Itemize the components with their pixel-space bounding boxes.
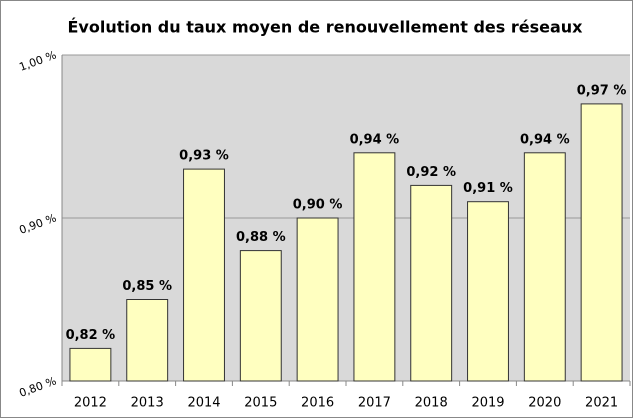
x-tick-label: 2017	[358, 396, 391, 411]
x-tick-label: 2020	[528, 396, 561, 411]
chart-title: Évolution du taux moyen de renouvellemen…	[67, 18, 583, 37]
bar	[410, 184, 453, 382]
x-tick-label: 2021	[585, 396, 618, 411]
x-tick-label: 2018	[415, 396, 448, 411]
bar	[126, 299, 169, 382]
data-label: 0,93 %	[179, 149, 229, 164]
bar	[580, 103, 623, 382]
data-label: 0,92 %	[406, 165, 456, 180]
data-label: 0,97 %	[577, 83, 627, 98]
bar	[467, 201, 509, 382]
x-tick-label: 2016	[301, 396, 334, 411]
data-label: 0,82 %	[66, 328, 116, 343]
x-tick-label: 2013	[131, 396, 164, 411]
bar	[296, 217, 339, 382]
bar	[523, 152, 566, 382]
x-tick-label: 2012	[74, 396, 107, 411]
data-label: 0,85 %	[122, 279, 172, 294]
bar	[183, 168, 225, 382]
x-tick-label: 2014	[187, 396, 220, 411]
data-label: 0,94 %	[520, 132, 570, 147]
x-tick-label: 2015	[244, 396, 277, 411]
data-label: 0,88 %	[236, 230, 286, 245]
data-label: 0,90 %	[293, 198, 343, 213]
data-label: 0,91 %	[463, 181, 513, 196]
x-tick-label: 2019	[471, 396, 504, 411]
bar	[239, 250, 282, 382]
data-label: 0,94 %	[350, 132, 400, 147]
bar	[353, 152, 396, 382]
bar	[69, 347, 112, 382]
